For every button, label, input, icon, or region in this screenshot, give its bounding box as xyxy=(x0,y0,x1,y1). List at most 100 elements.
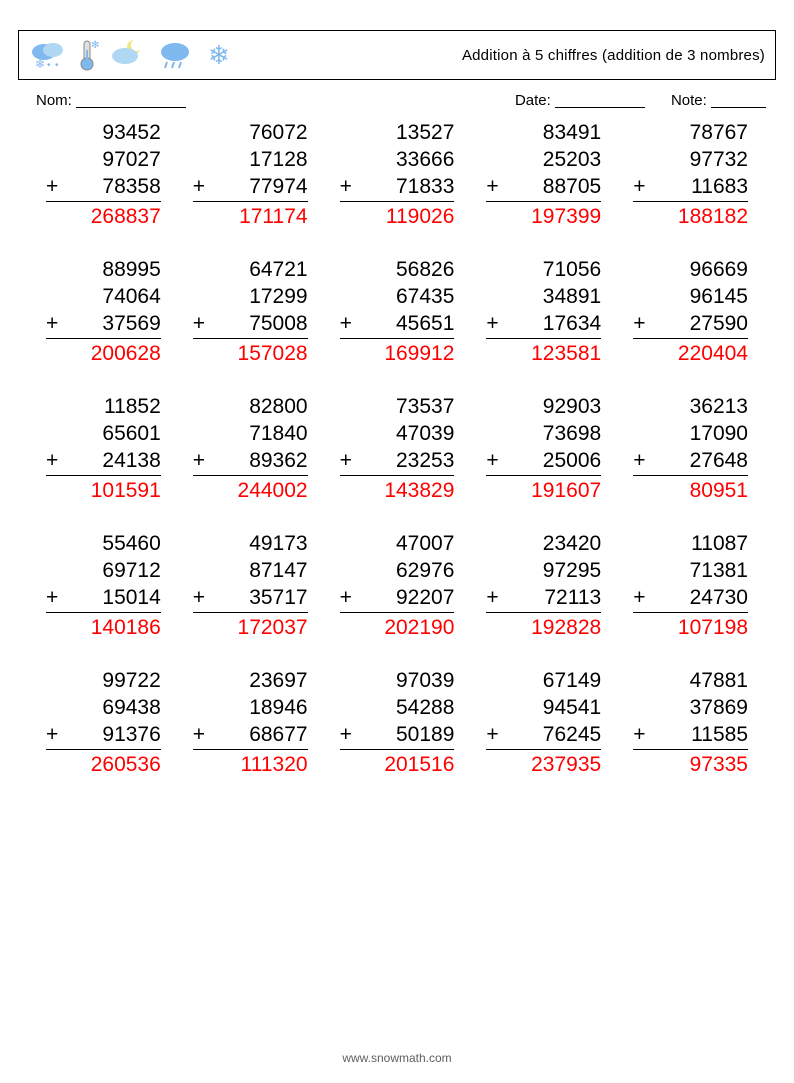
addend-2: 67435 xyxy=(340,283,455,310)
addend-2: 94541 xyxy=(486,694,601,721)
addend-3-value: 17634 xyxy=(543,312,601,335)
addend-3-value: 11585 xyxy=(691,723,748,746)
addition-problem: 9972269438+91376260536 xyxy=(46,667,161,778)
snowflake-icon: ❄ xyxy=(205,38,239,72)
plus-operator: + xyxy=(46,584,58,611)
rain-cloud-icon xyxy=(157,38,195,72)
addend-2: 97027 xyxy=(46,146,161,173)
plus-operator: + xyxy=(486,310,498,337)
addend-3-value: 15014 xyxy=(102,586,160,609)
addend-3: +50189 xyxy=(340,721,455,750)
addend-3-value: 45651 xyxy=(396,312,454,335)
addend-3: +68677 xyxy=(193,721,308,750)
addend-3: +11585 xyxy=(633,721,748,750)
addend-3: +25006 xyxy=(486,447,601,476)
name-blank xyxy=(76,107,186,108)
answer: 197399 xyxy=(486,202,601,230)
plus-operator: + xyxy=(193,584,205,611)
addend-1: 82800 xyxy=(193,393,308,420)
date-label-text: Date: xyxy=(515,92,551,109)
answer: 157028 xyxy=(193,339,308,367)
addend-3-value: 89362 xyxy=(249,449,307,472)
addend-1: 55460 xyxy=(46,530,161,557)
addition-problem: 8349125203+88705197399 xyxy=(486,119,601,230)
addend-3-value: 88705 xyxy=(543,175,601,198)
addend-3-value: 91376 xyxy=(102,723,160,746)
addition-problem: 7876797732+11683188182 xyxy=(633,119,748,230)
addend-3-value: 35717 xyxy=(249,586,307,609)
addend-1: 88995 xyxy=(46,256,161,283)
addend-2: 69438 xyxy=(46,694,161,721)
addend-3: +72113 xyxy=(486,584,601,613)
answer: 107198 xyxy=(633,613,748,641)
date-label: Date: xyxy=(515,92,645,109)
plus-operator: + xyxy=(340,310,352,337)
addend-3-value: 25006 xyxy=(543,449,601,472)
answer: 143829 xyxy=(340,476,455,504)
addition-problem: 1108771381+24730107198 xyxy=(633,530,748,641)
name-label-text: Nom: xyxy=(36,92,72,109)
addend-1: 36213 xyxy=(633,393,748,420)
answer: 244002 xyxy=(193,476,308,504)
addend-3-value: 72113 xyxy=(544,586,601,609)
note-blank xyxy=(711,107,766,108)
plus-operator: + xyxy=(46,173,58,200)
addend-3: +11683 xyxy=(633,173,748,202)
addend-1: 71056 xyxy=(486,256,601,283)
addend-1: 23420 xyxy=(486,530,601,557)
plus-operator: + xyxy=(46,447,58,474)
answer: 192828 xyxy=(486,613,601,641)
addend-3: +27648 xyxy=(633,447,748,476)
addend-3-value: 92207 xyxy=(396,586,454,609)
rain-cloud-icon: ❄ • • xyxy=(29,38,67,72)
addition-problem: 1352733666+71833119026 xyxy=(340,119,455,230)
plus-operator: + xyxy=(340,584,352,611)
addend-1: 96669 xyxy=(633,256,748,283)
addend-2: 71840 xyxy=(193,420,308,447)
addend-1: 47881 xyxy=(633,667,748,694)
plus-operator: + xyxy=(633,310,645,337)
addition-problem: 5546069712+15014140186 xyxy=(46,530,161,641)
addition-problem: 9290373698+25006191607 xyxy=(486,393,601,504)
answer: 200628 xyxy=(46,339,161,367)
addend-2: 37869 xyxy=(633,694,748,721)
addend-1: 11852 xyxy=(46,393,161,420)
addend-2: 74064 xyxy=(46,283,161,310)
addend-1: 73537 xyxy=(340,393,455,420)
addend-3: +37569 xyxy=(46,310,161,339)
addend-2: 87147 xyxy=(193,557,308,584)
addition-problem: 7105634891+17634123581 xyxy=(486,256,601,367)
addend-2: 62976 xyxy=(340,557,455,584)
worksheet-header: ❄ • • ✻ ❄ Addition à 5 chiffres (add xyxy=(18,30,776,80)
weather-icons-row: ❄ • • ✻ ❄ xyxy=(29,38,239,72)
addend-3-value: 68677 xyxy=(249,723,307,746)
problems-grid: 9345297027+783582688377607217128+7797417… xyxy=(46,119,748,778)
answer: 237935 xyxy=(486,750,601,778)
addition-problem: 7353747039+23253143829 xyxy=(340,393,455,504)
addend-3-value: 27648 xyxy=(690,449,748,472)
addend-3: +15014 xyxy=(46,584,161,613)
footer-link[interactable]: www.snowmath.com xyxy=(342,1051,451,1065)
answer: 119026 xyxy=(340,202,455,230)
plus-operator: + xyxy=(46,721,58,748)
plus-operator: + xyxy=(193,173,205,200)
answer: 201516 xyxy=(340,750,455,778)
addend-1: 67149 xyxy=(486,667,601,694)
addend-3: +45651 xyxy=(340,310,455,339)
addend-3-value: 23253 xyxy=(396,449,454,472)
addend-3: +92207 xyxy=(340,584,455,613)
addend-2: 97295 xyxy=(486,557,601,584)
answer: 191607 xyxy=(486,476,601,504)
addend-1: 99722 xyxy=(46,667,161,694)
addend-2: 96145 xyxy=(633,283,748,310)
addition-problem: 2342097295+72113192828 xyxy=(486,530,601,641)
addition-problem: 3621317090+2764880951 xyxy=(633,393,748,504)
answer: 80951 xyxy=(633,476,748,504)
addend-2: 34891 xyxy=(486,283,601,310)
addend-3: +89362 xyxy=(193,447,308,476)
plus-operator: + xyxy=(486,447,498,474)
addend-3: +24730 xyxy=(633,584,748,613)
addend-1: 49173 xyxy=(193,530,308,557)
addend-1: 11087 xyxy=(633,530,748,557)
addition-problem: 7607217128+77974171174 xyxy=(193,119,308,230)
